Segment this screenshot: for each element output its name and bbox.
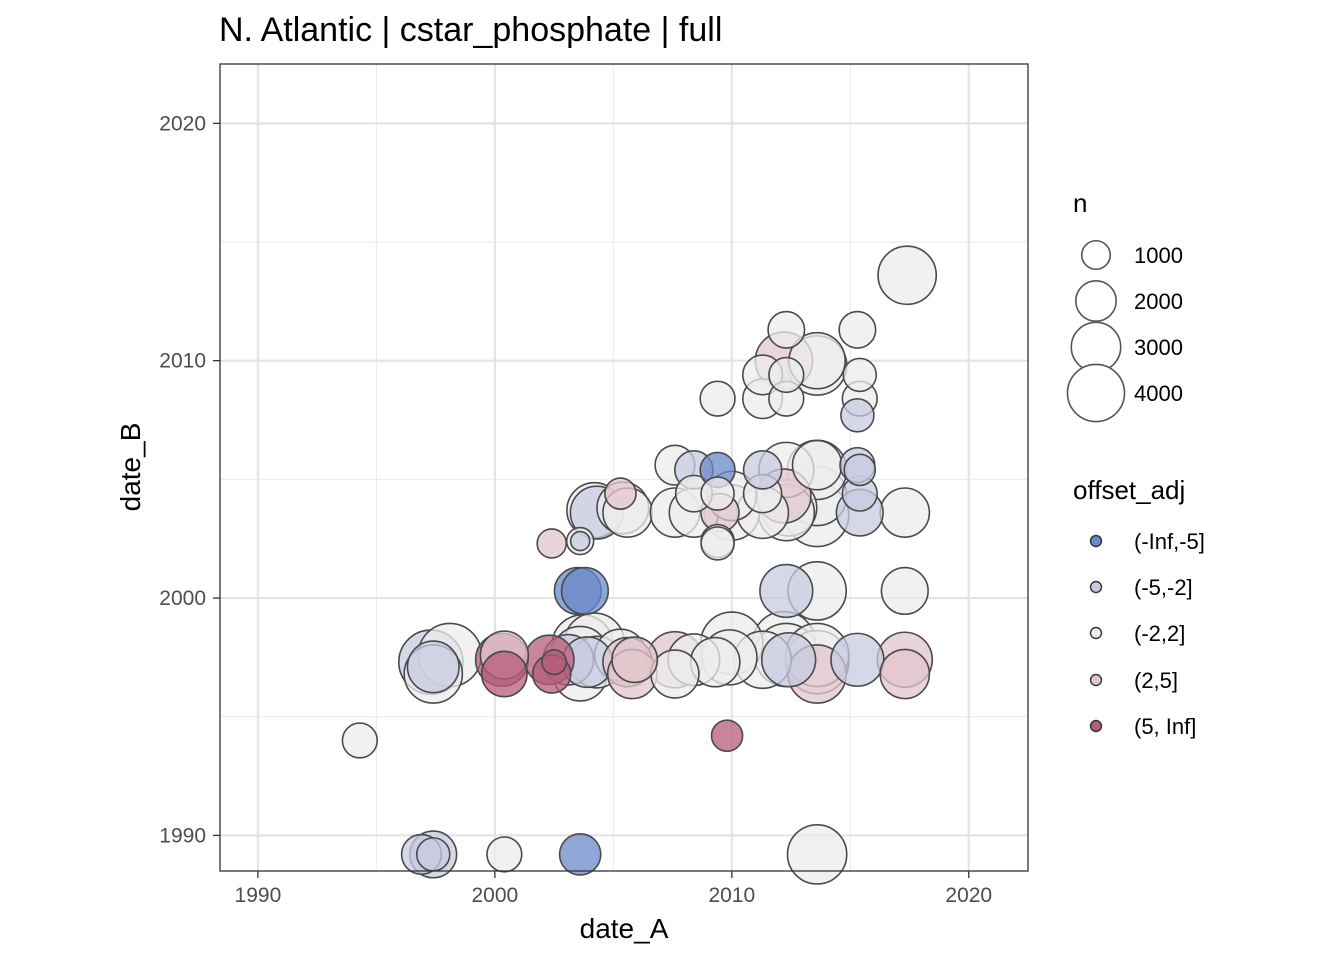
y-axis: 1990 2000 2010 2020 — [159, 112, 220, 847]
size-legend: n 1000 2000 3000 4000 — [1066, 188, 1183, 423]
data-point — [341, 722, 378, 759]
data-point — [830, 632, 885, 687]
data-point — [700, 476, 735, 511]
size-legend-label: 4000 — [1134, 381, 1183, 406]
x-tick-label: 2020 — [945, 884, 992, 907]
color-legend-label: (-2,2] — [1134, 621, 1185, 646]
color-legend-key — [1089, 534, 1103, 548]
data-point — [541, 649, 568, 676]
data-point — [699, 380, 736, 417]
y-tick-label: 1990 — [159, 824, 206, 847]
data-point — [842, 357, 878, 393]
x-tick-label: 2010 — [708, 884, 755, 907]
data-point — [569, 530, 591, 552]
data-point — [560, 566, 610, 616]
data-point — [760, 632, 817, 688]
color-legend-title: offset_adj — [1073, 475, 1185, 505]
data-point — [710, 719, 744, 753]
color-legend-label: (-5,-2] — [1134, 575, 1193, 600]
data-point — [879, 487, 931, 538]
data-point — [700, 526, 735, 561]
size-legend-title: n — [1073, 188, 1087, 218]
size-legend-label: 2000 — [1134, 289, 1183, 314]
size-legend-key — [1080, 239, 1112, 271]
x-axis: 1990 2000 2010 2020 — [235, 871, 992, 907]
color-legend-key — [1089, 626, 1103, 640]
color-legend-label: (-Inf,-5] — [1134, 529, 1205, 554]
y-tick-label: 2010 — [159, 350, 206, 373]
data-point — [415, 837, 451, 872]
data-point — [536, 528, 568, 559]
x-axis-title: date_A — [580, 913, 669, 944]
size-legend-key — [1066, 363, 1126, 423]
data-point — [880, 566, 929, 616]
x-tick-label: 2000 — [472, 884, 519, 907]
y-tick-label: 2000 — [159, 587, 206, 610]
x-tick-label: 1990 — [235, 884, 282, 907]
data-point — [877, 245, 938, 306]
data-point — [742, 450, 783, 490]
color-legend-key — [1089, 580, 1103, 594]
data-point — [791, 439, 843, 491]
chart-title: N. Atlantic | cstar_phosphate | full — [219, 11, 722, 49]
size-legend-label: 1000 — [1134, 243, 1183, 268]
y-axis-title: date_B — [115, 423, 146, 512]
color-legend: offset_adj (-Inf,-5] (-5,-2] (-2,2] (2,5] (5… — [1073, 475, 1205, 739]
color-legend-key — [1089, 673, 1103, 687]
data-points — [341, 245, 938, 885]
size-legend-label: 3000 — [1134, 335, 1183, 360]
data-point — [838, 310, 877, 349]
size-legend-key — [1075, 280, 1117, 322]
data-point — [406, 640, 460, 694]
plot-panel — [220, 64, 1028, 871]
color-legend-label: (5, Inf] — [1134, 714, 1196, 739]
color-legend-label: (2,5] — [1134, 668, 1178, 693]
data-point — [840, 397, 875, 433]
data-point — [879, 648, 931, 700]
data-point — [767, 310, 806, 349]
data-point — [480, 650, 528, 698]
y-tick-label: 2020 — [159, 112, 206, 135]
data-point — [650, 649, 700, 699]
color-legend-key — [1089, 719, 1103, 733]
plot-border — [219, 63, 1029, 872]
data-point — [768, 356, 805, 394]
data-point — [604, 477, 637, 510]
data-point — [786, 823, 848, 885]
data-point — [759, 563, 814, 619]
data-point — [486, 836, 523, 873]
data-point — [558, 833, 602, 876]
data-point — [843, 453, 877, 487]
data-point — [611, 636, 659, 684]
